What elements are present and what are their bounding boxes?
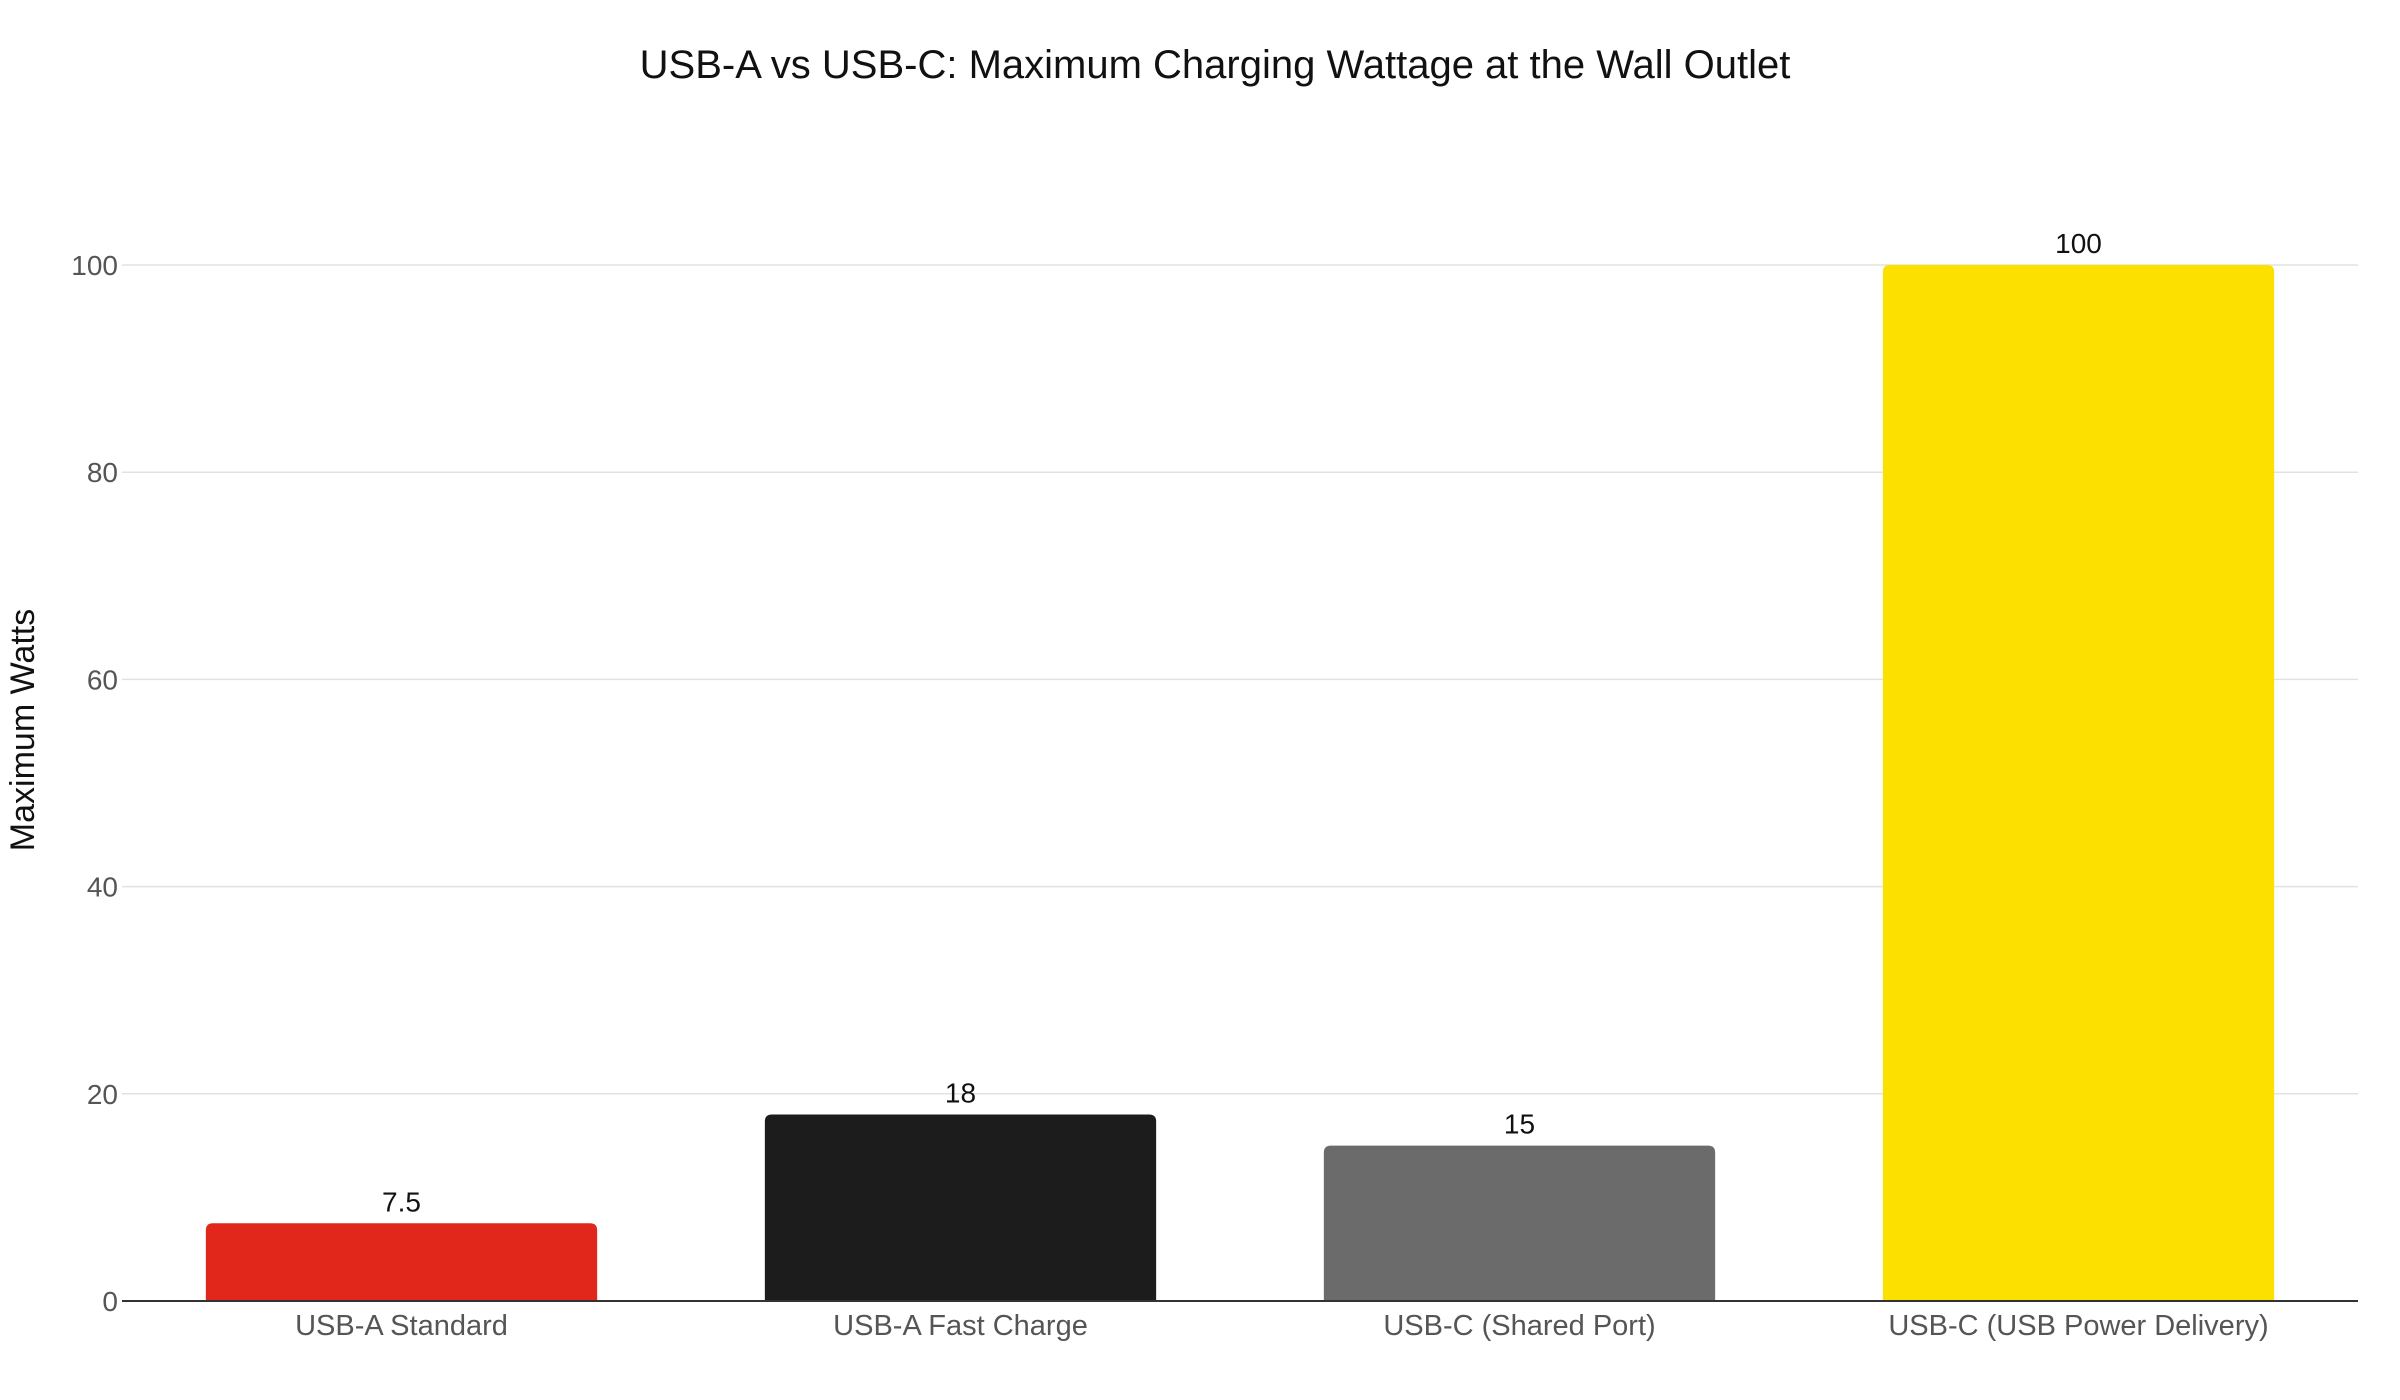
y-tick-label: 0 bbox=[102, 1286, 118, 1317]
data-label: 100 bbox=[2055, 228, 2102, 259]
chart-title: USB-A vs USB-C: Maximum Charging Wattage… bbox=[640, 43, 1791, 87]
x-tick-label: USB-A Fast Charge bbox=[833, 1310, 1088, 1342]
bars bbox=[205, 265, 2275, 1301]
y-tick-label: 100 bbox=[71, 250, 118, 281]
bar-0 bbox=[205, 1223, 598, 1301]
data-labels: 7.5 18 15 100 bbox=[382, 228, 2102, 1217]
bar-1 bbox=[764, 1114, 1157, 1301]
y-axis-ticks: 0 20 40 60 80 100 bbox=[71, 250, 118, 1317]
x-tick-label: USB-A Standard bbox=[295, 1310, 508, 1342]
y-tick-label: 40 bbox=[87, 872, 118, 903]
bar-3 bbox=[1882, 265, 2275, 1301]
x-tick-label: USB-C (USB Power Delivery) bbox=[1888, 1310, 2268, 1342]
x-tick-label: USB-C (Shared Port) bbox=[1383, 1310, 1655, 1342]
x-axis-ticks: USB-A Standard USB-A Fast Charge USB-C (Sh… bbox=[295, 1310, 2269, 1342]
data-label: 7.5 bbox=[382, 1186, 421, 1217]
y-tick-label: 20 bbox=[87, 1079, 118, 1110]
data-label: 15 bbox=[1504, 1109, 1535, 1140]
y-tick-label: 60 bbox=[87, 664, 118, 695]
data-label: 18 bbox=[945, 1078, 976, 1109]
y-axis-title: Maximum Watts bbox=[4, 609, 42, 851]
bar-2 bbox=[1323, 1145, 1716, 1301]
y-tick-label: 80 bbox=[87, 457, 118, 488]
